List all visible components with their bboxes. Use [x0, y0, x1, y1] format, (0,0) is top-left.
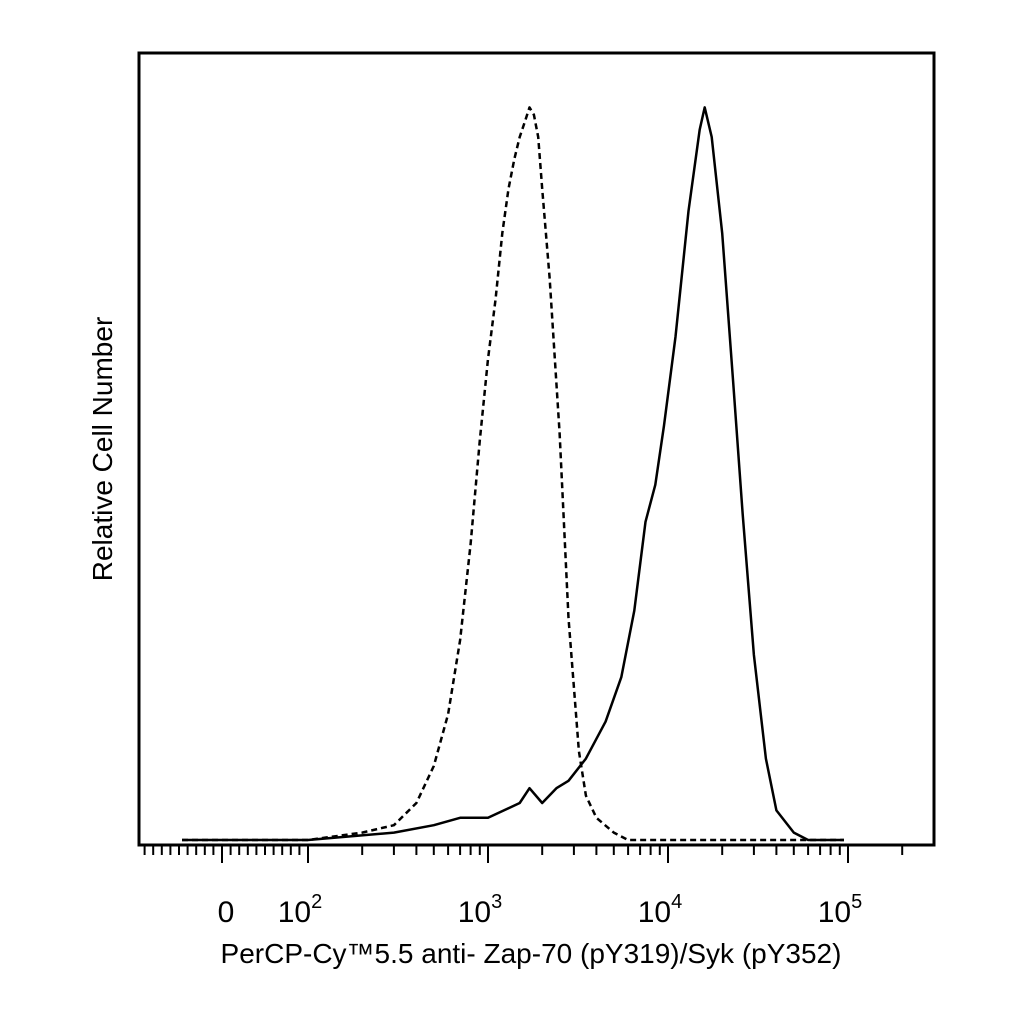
solid-histogram-line: [182, 106, 844, 842]
x-axis-tick-labels: 0 102 103 104 105: [218, 891, 863, 929]
series-layer: [182, 106, 844, 842]
x-tick-label: 102: [278, 891, 323, 929]
x-tick-label: 105: [818, 891, 863, 929]
plot-frame: [137, 51, 936, 847]
x-tick-label: 104: [638, 891, 683, 929]
x-tick-label: 0: [218, 896, 235, 929]
x-axis-title: PerCP-Cy™5.5 anti- Zap-70 (pY319)/Syk (p…: [221, 938, 842, 969]
x-axis-ticks: [143, 845, 904, 863]
x-tick-label: 103: [458, 891, 503, 929]
dashed-histogram-line: [182, 106, 844, 842]
y-axis-title: Relative Cell Number: [87, 317, 118, 582]
